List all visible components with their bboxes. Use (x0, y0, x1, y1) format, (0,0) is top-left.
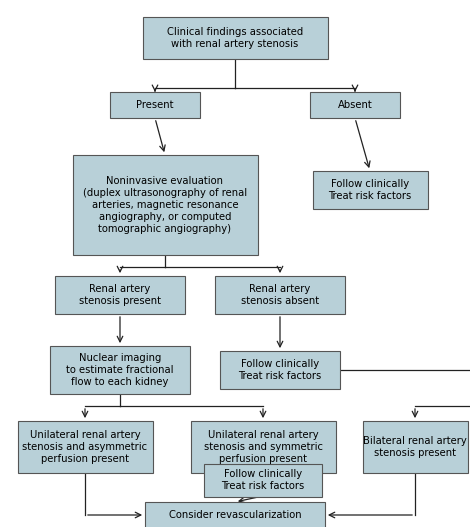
FancyBboxPatch shape (190, 421, 336, 473)
Text: Follow clinically
Treat risk factors: Follow clinically Treat risk factors (329, 179, 412, 201)
FancyBboxPatch shape (215, 276, 345, 314)
FancyBboxPatch shape (72, 155, 258, 255)
Text: Unilateral renal artery
stenosis and asymmetric
perfusion present: Unilateral renal artery stenosis and asy… (23, 430, 148, 464)
FancyBboxPatch shape (142, 17, 328, 59)
Text: Bilateral renal artery
stenosis present: Bilateral renal artery stenosis present (363, 436, 467, 458)
FancyBboxPatch shape (204, 464, 322, 496)
Text: Unilateral renal artery
stenosis and symmetric
perfusion present: Unilateral renal artery stenosis and sym… (204, 430, 322, 464)
Text: Follow clinically
Treat risk factors: Follow clinically Treat risk factors (238, 359, 321, 381)
Text: Renal artery
stenosis absent: Renal artery stenosis absent (241, 284, 319, 306)
FancyBboxPatch shape (313, 171, 428, 209)
Text: Renal artery
stenosis present: Renal artery stenosis present (79, 284, 161, 306)
Text: Present: Present (136, 100, 174, 110)
Text: Follow clinically
Treat risk factors: Follow clinically Treat risk factors (221, 469, 305, 491)
FancyBboxPatch shape (55, 276, 185, 314)
FancyBboxPatch shape (362, 421, 468, 473)
Text: Noninvasive evaluation
(duplex ultrasonography of renal
arteries, magnetic reson: Noninvasive evaluation (duplex ultrasono… (83, 176, 247, 234)
Text: Absent: Absent (337, 100, 372, 110)
Text: Nuclear imaging
to estimate fractional
flow to each kidney: Nuclear imaging to estimate fractional f… (66, 353, 174, 387)
FancyBboxPatch shape (145, 502, 325, 527)
FancyBboxPatch shape (310, 92, 400, 118)
FancyBboxPatch shape (220, 351, 340, 389)
Text: Clinical findings associated
with renal artery stenosis: Clinical findings associated with renal … (167, 27, 303, 49)
Text: Consider revascularization: Consider revascularization (169, 510, 301, 520)
FancyBboxPatch shape (50, 346, 190, 394)
FancyBboxPatch shape (110, 92, 200, 118)
FancyBboxPatch shape (17, 421, 152, 473)
